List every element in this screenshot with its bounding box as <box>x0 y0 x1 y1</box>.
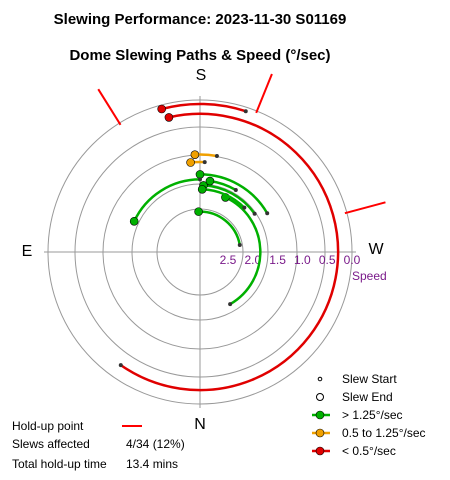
slew-start-8 <box>195 170 205 179</box>
holdup-marker-1 <box>344 201 386 215</box>
holdup-marker-2 <box>255 73 273 114</box>
speed-tick-0.5: 0.5 <box>319 253 336 267</box>
holdup-marker-0 <box>97 88 122 126</box>
slew-end-0 <box>243 109 248 114</box>
speed-axis-label: Speed <box>352 269 387 283</box>
slew-start-4 <box>194 207 203 216</box>
legend: Slew Start Slew End > 1.25°/sec 0.5 to 1.25… <box>312 372 426 458</box>
slews-affected-label: Slews affected <box>12 437 90 451</box>
slew-start-1 <box>164 113 174 122</box>
slew-end-1 <box>118 363 123 368</box>
slew-end-7 <box>233 187 238 192</box>
holdup-label: Hold-up point <box>12 419 84 433</box>
slew-start-3 <box>186 158 195 167</box>
speed-tick-2.5: 2.5 <box>220 253 237 267</box>
legend-swatch-0 <box>317 376 323 382</box>
legend-label-0: Slew Start <box>342 372 397 386</box>
compass-east: E <box>22 243 33 260</box>
slew-path-4 <box>198 210 242 246</box>
summary-block: Hold-up point Slews affected 4/34 (12%) … <box>12 419 185 471</box>
speed-tick-1.0: 1.0 <box>294 253 311 267</box>
slew-start-0 <box>157 104 166 114</box>
slew-end-8 <box>265 211 270 216</box>
slew-end-9 <box>198 177 202 182</box>
speed-tick-labels: 0.0 0.5 1.0 1.5 2.0 2.5 <box>220 253 361 267</box>
speed-tick-2.0: 2.0 <box>244 253 261 267</box>
slew-end-3 <box>202 160 207 165</box>
legend-label-3: 0.5 to 1.25°/sec <box>342 426 426 440</box>
slew-path-6 <box>203 184 256 215</box>
slew-path-8 <box>199 173 269 214</box>
total-holdup-value: 13.4 mins <box>126 457 178 471</box>
slew-path-5 <box>224 196 262 306</box>
legend-label-1: Slew End <box>342 390 393 404</box>
compass-west: W <box>368 241 384 258</box>
slew-start-10 <box>197 185 207 194</box>
slew-paths <box>118 102 340 392</box>
chart-subtitle: Dome Slewing Paths & Speed (°/sec) <box>69 47 330 64</box>
total-holdup-label: Total hold-up time <box>12 457 107 471</box>
slew-start-9 <box>129 217 139 226</box>
legend-swatch-2 <box>315 410 325 420</box>
slew-end-4 <box>237 242 242 247</box>
slew-end-6 <box>252 211 257 216</box>
speed-tick-0.0: 0.0 <box>344 253 361 267</box>
slew-end-2 <box>214 154 219 159</box>
speed-tick-1.5: 1.5 <box>269 253 286 267</box>
slew-start-7 <box>205 176 215 186</box>
legend-swatch-1 <box>316 393 324 401</box>
compass-north: N <box>194 416 206 433</box>
slew-start-2 <box>190 150 200 159</box>
slew-path-0 <box>161 102 247 113</box>
legend-swatch-3 <box>315 428 325 438</box>
compass-south: S <box>196 67 207 84</box>
legend-label-2: > 1.25°/sec <box>342 408 403 422</box>
slews-affected-value: 4/34 (12%) <box>126 437 185 451</box>
legend-label-4: < 0.5°/sec <box>342 444 396 458</box>
legend-swatch-4 <box>315 446 325 456</box>
slew-end-5 <box>228 302 233 307</box>
polar-grid <box>44 96 356 408</box>
slew-path-1 <box>120 112 340 392</box>
slew-path-9 <box>133 178 201 222</box>
slew-end-10 <box>242 205 247 210</box>
holdup-markers <box>97 73 386 215</box>
chart-title: Slewing Performance: 2023-11-30 S01169 <box>54 11 347 28</box>
